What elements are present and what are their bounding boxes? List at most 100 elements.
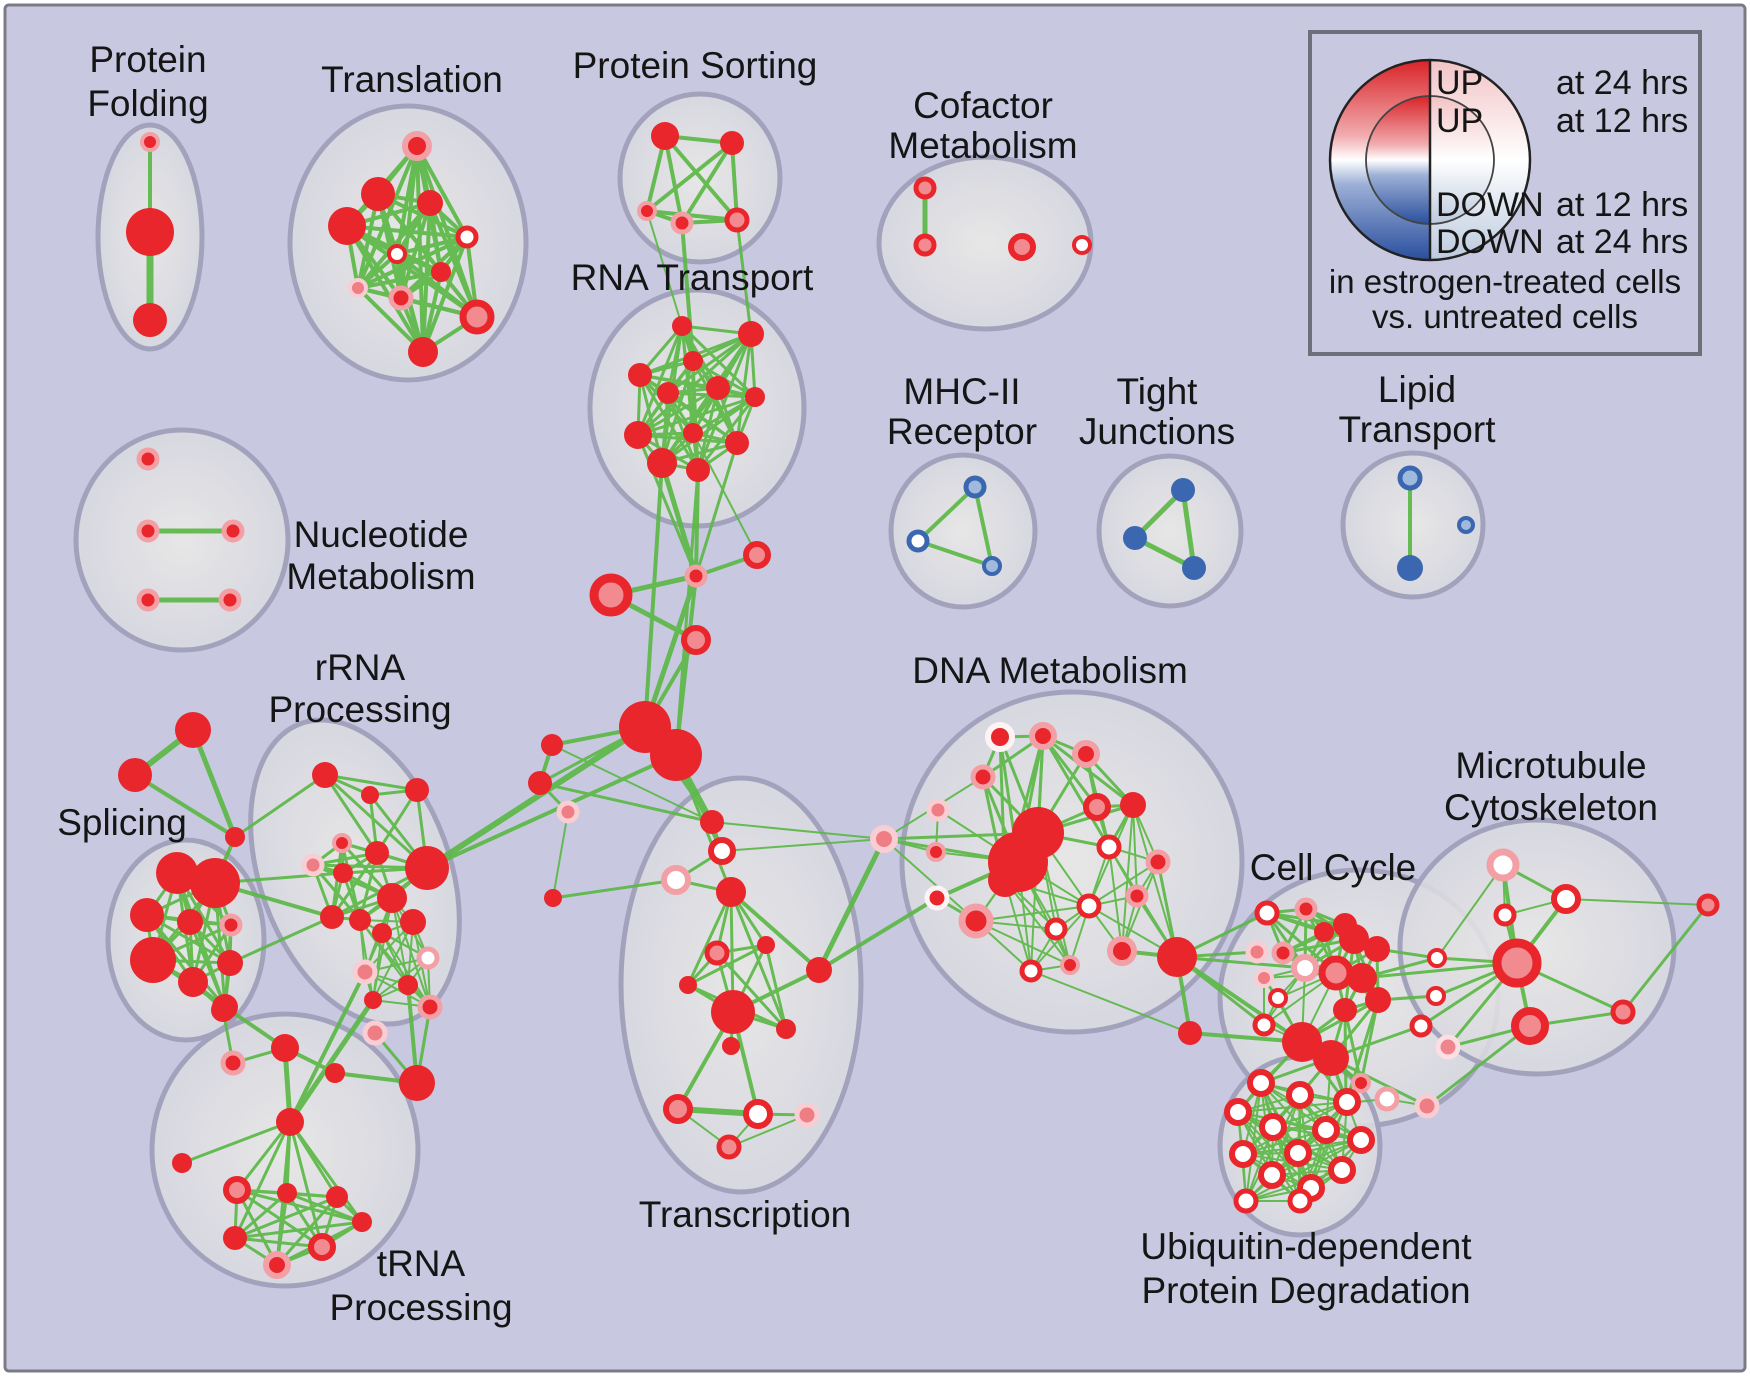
node-cbig1: [1282, 1022, 1322, 1062]
node-t2: [361, 177, 395, 211]
edge: [643, 461, 664, 729]
edge: [323, 773, 419, 792]
edge: [180, 1120, 292, 1165]
node-v1: [1427, 948, 1447, 968]
node-tx15: [716, 1134, 742, 1160]
edge: [645, 141, 734, 213]
node-v2: [1426, 986, 1446, 1006]
edge: [395, 235, 469, 256]
node-p3: [1414, 1093, 1440, 1119]
edge: [288, 1120, 324, 1249]
node-d7: [1083, 793, 1111, 821]
node-sp1: [175, 712, 211, 748]
node-sl6: [130, 937, 176, 983]
node-c1: [1254, 900, 1280, 926]
node-u5: [1259, 1113, 1287, 1141]
edge: [323, 773, 379, 855]
node-trhub: [276, 1108, 304, 1136]
edge: [1425, 1024, 1532, 1108]
edge: [415, 144, 469, 239]
edge: [356, 270, 443, 290]
edge: [1108, 846, 1123, 952]
node-c12: [1365, 987, 1391, 1013]
node-cf3: [1008, 233, 1036, 261]
node-tx14: [794, 1102, 820, 1128]
node-mt6: [1610, 999, 1636, 1025]
cluster-label-dna-metabolism: DNA Metabolism: [912, 650, 1188, 691]
edge: [694, 441, 739, 578]
node-d4: [970, 764, 996, 790]
legend-time-label-0: at 24 hrs: [1556, 64, 1688, 102]
node-t11: [408, 337, 438, 367]
node-c19: [1351, 1073, 1371, 1093]
node-tx1: [700, 810, 724, 834]
node-rr17: [417, 994, 443, 1020]
node-v3: [1409, 1014, 1433, 1038]
node-ch4: [681, 625, 711, 655]
node-rr12: [372, 923, 392, 943]
edge: [1359, 998, 1380, 1085]
edge: [381, 932, 431, 1008]
cluster-label-splicing: Splicing: [57, 802, 187, 843]
node-m2: [528, 771, 552, 795]
edge: [729, 890, 821, 972]
node-rr9: [400, 909, 426, 935]
node-trbig: [399, 1065, 435, 1101]
edge: [764, 943, 788, 1031]
edge: [660, 395, 757, 465]
node-tx7: [679, 976, 697, 994]
edge: [285, 1191, 364, 1224]
node-rr3: [405, 778, 429, 802]
edge: [552, 811, 569, 899]
node-d22: [1178, 1021, 1202, 1045]
edge: [916, 485, 977, 543]
node-t6: [387, 244, 407, 264]
node-sp3: [225, 827, 245, 847]
cluster-label-cofactor-metabolism: Cofactor Metabolism: [888, 85, 1077, 166]
edge: [735, 218, 753, 336]
legend-time-label-2: at 12 hrs: [1556, 186, 1688, 224]
node-ps5: [724, 207, 750, 233]
node-ps4: [670, 211, 694, 235]
edge: [973, 485, 994, 568]
node-tj1: [1171, 478, 1195, 502]
node-c14: [1254, 968, 1274, 988]
edge: [1132, 804, 1138, 897]
edge: [233, 1120, 292, 1240]
node-t3: [328, 207, 366, 245]
node-rt8: [624, 421, 652, 449]
cluster-ellipse-cofactor-metabolism: [876, 154, 1094, 332]
node-u2: [1286, 1081, 1314, 1109]
cluster-ellipse-nucleotide-metabolism: [73, 427, 291, 653]
node-rr15: [398, 975, 418, 995]
cluster-label-trna-processing: tRNA Processing: [329, 1243, 512, 1328]
legend-note-line-0: in estrogen-treated cells: [1329, 263, 1681, 300]
edge: [711, 821, 885, 840]
node-hub2: [650, 729, 702, 781]
node-h7: [352, 1212, 372, 1232]
node-sl4: [177, 909, 203, 935]
edge: [721, 838, 885, 852]
edge: [233, 1195, 339, 1240]
node-c7: [1245, 940, 1269, 964]
node-pf1: [140, 132, 160, 152]
legend-direction-label-1: UP: [1436, 102, 1483, 140]
edge: [1175, 955, 1304, 1044]
node-d1: [985, 722, 1015, 752]
node-mh1: [963, 475, 987, 499]
edge: [551, 744, 713, 823]
edge: [883, 838, 977, 922]
node-ps2: [720, 131, 744, 155]
node-sl7: [178, 967, 208, 997]
edge: [638, 373, 700, 472]
node-d17: [1044, 917, 1068, 941]
node-nu5: [218, 588, 242, 612]
legend-direction-label-2: DOWN: [1436, 186, 1544, 224]
node-cf1: [913, 176, 937, 200]
edge: [1237, 1111, 1362, 1141]
node-m3: [556, 800, 580, 824]
node-sl3: [130, 898, 164, 932]
node-u11: [1258, 1161, 1286, 1189]
edge: [1271, 1139, 1362, 1176]
